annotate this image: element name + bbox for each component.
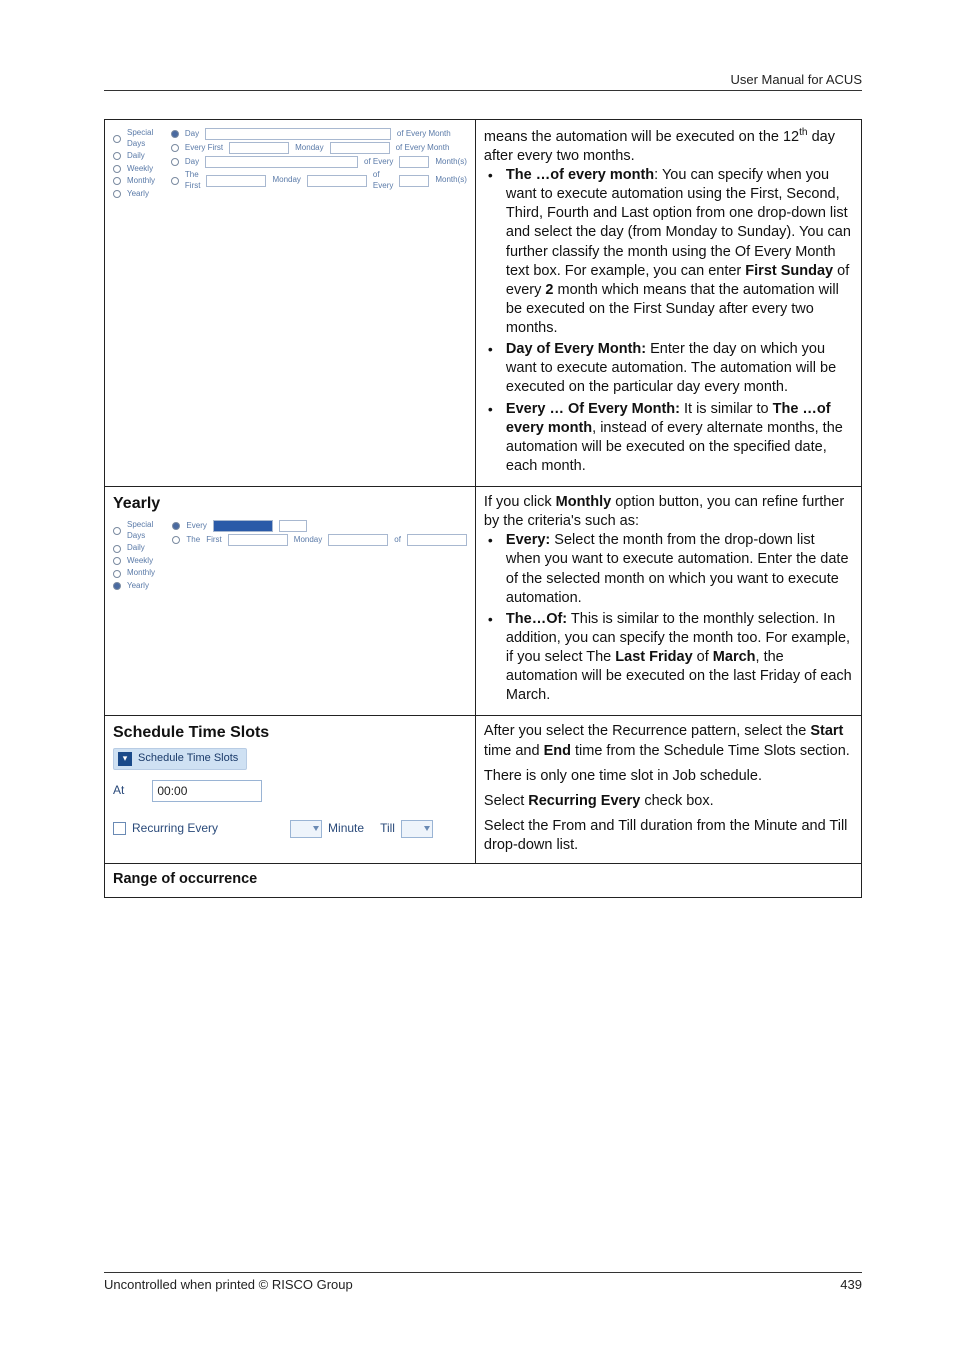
row3-p2: There is only one time slot in Job sched… bbox=[484, 767, 853, 786]
row2-right: If you click Monthly option button, you … bbox=[475, 487, 861, 716]
yearly-screenshot: Special Days Daily Weekly Monthly Yearly… bbox=[113, 518, 467, 593]
shot-label: Monthly bbox=[127, 176, 155, 187]
shot-sub: Day bbox=[185, 129, 199, 140]
b-e: 2 bbox=[545, 282, 553, 298]
txt: means the automation will be executed on… bbox=[484, 129, 799, 145]
sts-re-label: Recurring Every bbox=[132, 821, 218, 837]
shot-mid: Monday bbox=[272, 175, 300, 186]
b-body: Select the month from the drop-down list… bbox=[506, 532, 849, 605]
sts-heading: Schedule Time Slots bbox=[113, 722, 467, 743]
sts-screenshot: ▾ Schedule Time Slots At Recurring Every… bbox=[113, 744, 467, 848]
sts-minute-dd[interactable] bbox=[290, 820, 322, 838]
shot-sub: The First bbox=[185, 170, 201, 191]
txt: After you select the Recurrence pattern,… bbox=[484, 723, 810, 739]
sts-at-label: At bbox=[113, 783, 124, 799]
shot-label: Special Days bbox=[127, 128, 171, 149]
shot-right: of Every bbox=[373, 170, 393, 191]
txt: check box. bbox=[640, 793, 713, 809]
row2-intro: If you click Monthly option button, you … bbox=[484, 493, 853, 531]
footer-left: Uncontrolled when printed © RISCO Group bbox=[104, 1277, 353, 1292]
shot-sub: Every bbox=[186, 521, 206, 532]
b-title: Day of Every Month: bbox=[506, 341, 646, 357]
txt: time and bbox=[484, 743, 544, 759]
b-e: March bbox=[713, 649, 756, 665]
row1-bullet-1: The …of every month: You can specify whe… bbox=[484, 166, 853, 338]
sts-titlebar[interactable]: ▾ Schedule Time Slots bbox=[113, 748, 247, 770]
shot-tail: Month(s) bbox=[435, 157, 467, 168]
txt-b: Recurring Every bbox=[528, 793, 640, 809]
row3-p1: After you select the Recurrence pattern,… bbox=[484, 722, 853, 760]
yearly-heading: Yearly bbox=[113, 493, 467, 514]
shot-label: Daily bbox=[127, 151, 145, 162]
row1-bullet-2: Day of Every Month: Enter the day on whi… bbox=[484, 340, 853, 397]
shot-sub: Day bbox=[185, 157, 199, 168]
row3-p3: Select Recurring Every check box. bbox=[484, 792, 853, 811]
shot-right: of Every Month bbox=[396, 143, 450, 154]
header-title: User Manual for ACUS bbox=[731, 72, 863, 87]
b-e: Last Friday bbox=[615, 649, 692, 665]
b-title: The …of every month bbox=[506, 167, 654, 183]
row1-left: Special Days Daily Weekly Monthly Yearly… bbox=[105, 120, 476, 487]
b-title: The…Of: bbox=[506, 611, 567, 627]
b-title: Every … Of Every Month: bbox=[506, 401, 680, 417]
shot-mid: Monday bbox=[295, 143, 323, 154]
shot-label: Yearly bbox=[127, 581, 149, 592]
row1-bullet-3: Every … Of Every Month: It is similar to… bbox=[484, 400, 853, 477]
shot-sub: Every First bbox=[185, 143, 223, 154]
b-e: First Sunday bbox=[745, 263, 833, 279]
shot-label: Yearly bbox=[127, 189, 149, 200]
txt: time from the Schedule Time Slots sectio… bbox=[571, 743, 850, 759]
txt-b: Start bbox=[810, 723, 843, 739]
row3-left: Schedule Time Slots ▾ Schedule Time Slot… bbox=[105, 716, 476, 864]
footer-page: 439 bbox=[840, 1277, 862, 1292]
page-header: User Manual for ACUS bbox=[104, 72, 862, 91]
b-body: of bbox=[693, 649, 713, 665]
txt-sup: th bbox=[799, 127, 807, 138]
shot-label: Daily bbox=[127, 543, 145, 554]
row2-left: Yearly Special Days Daily Weekly Monthly… bbox=[105, 487, 476, 716]
page-footer: Uncontrolled when printed © RISCO Group … bbox=[104, 1272, 862, 1292]
recurring-checkbox[interactable] bbox=[113, 822, 126, 835]
shot-sub: of bbox=[394, 535, 401, 546]
range-heading: Range of occurrence bbox=[105, 864, 862, 898]
b-title: Every: bbox=[506, 532, 550, 548]
b-body: month which means that the automation wi… bbox=[506, 282, 839, 336]
row2-bullet-2: The…Of: This is similar to the monthly s… bbox=[484, 610, 853, 706]
sts-bar-label: Schedule Time Slots bbox=[138, 751, 238, 766]
shot-right: of Every bbox=[364, 157, 393, 168]
b-body: It is similar to bbox=[680, 401, 773, 417]
sts-till-label: Till bbox=[380, 821, 395, 837]
shot-sub: First bbox=[206, 535, 222, 546]
shot-tail: Month(s) bbox=[435, 175, 467, 186]
caret-icon: ▾ bbox=[118, 752, 132, 766]
row3-p4: Select the From and Till duration from t… bbox=[484, 817, 853, 855]
sts-till-dd[interactable] bbox=[401, 820, 433, 838]
row2-bullet-1: Every: Select the month from the drop-do… bbox=[484, 531, 853, 608]
shot-label: Weekly bbox=[127, 556, 153, 567]
content-table: Special Days Daily Weekly Monthly Yearly… bbox=[104, 119, 862, 898]
txt: Select bbox=[484, 793, 528, 809]
shot-right: of Every Month bbox=[397, 129, 467, 140]
shot-label: Weekly bbox=[127, 164, 153, 175]
txt-b: Monthly bbox=[556, 494, 612, 510]
shot-label: Special Days bbox=[127, 520, 172, 541]
txt-b: End bbox=[544, 743, 571, 759]
monthly-screenshot: Special Days Daily Weekly Monthly Yearly… bbox=[113, 126, 467, 201]
shot-sub: The bbox=[186, 535, 200, 546]
row1-right: means the automation will be executed on… bbox=[475, 120, 861, 487]
row3-right: After you select the Recurrence pattern,… bbox=[475, 716, 861, 864]
shot-label: Monthly bbox=[127, 568, 155, 579]
txt: If you click bbox=[484, 494, 556, 510]
shot-sub: Monday bbox=[294, 535, 322, 546]
sts-time-input[interactable] bbox=[152, 780, 262, 802]
row1-intro: means the automation will be executed on… bbox=[484, 126, 853, 166]
sts-minute-label: Minute bbox=[328, 821, 364, 837]
